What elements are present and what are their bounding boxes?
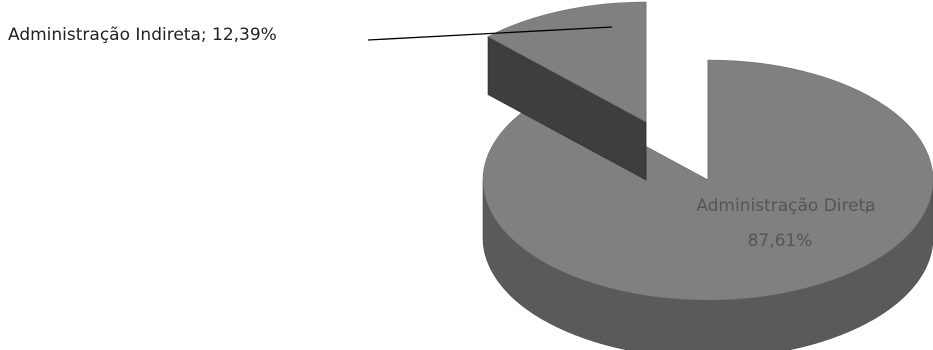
label-name-administracao-indireta: Administração Indireta [8, 25, 201, 45]
label-value-administracao-indireta: 12,39% [212, 25, 277, 45]
slices-layer [482, 1, 933, 350]
label-administracao-indireta: Administração Indireta; 12,39% [8, 25, 277, 45]
leader-line-administracao-indireta [367, 26, 613, 41]
label-value-administracao-direta: 87,61% [748, 231, 813, 251]
label-administracao-direta: Administração Direta; 87,61% [696, 196, 875, 251]
label-name-administracao-direta: Administração Direta [696, 196, 875, 216]
